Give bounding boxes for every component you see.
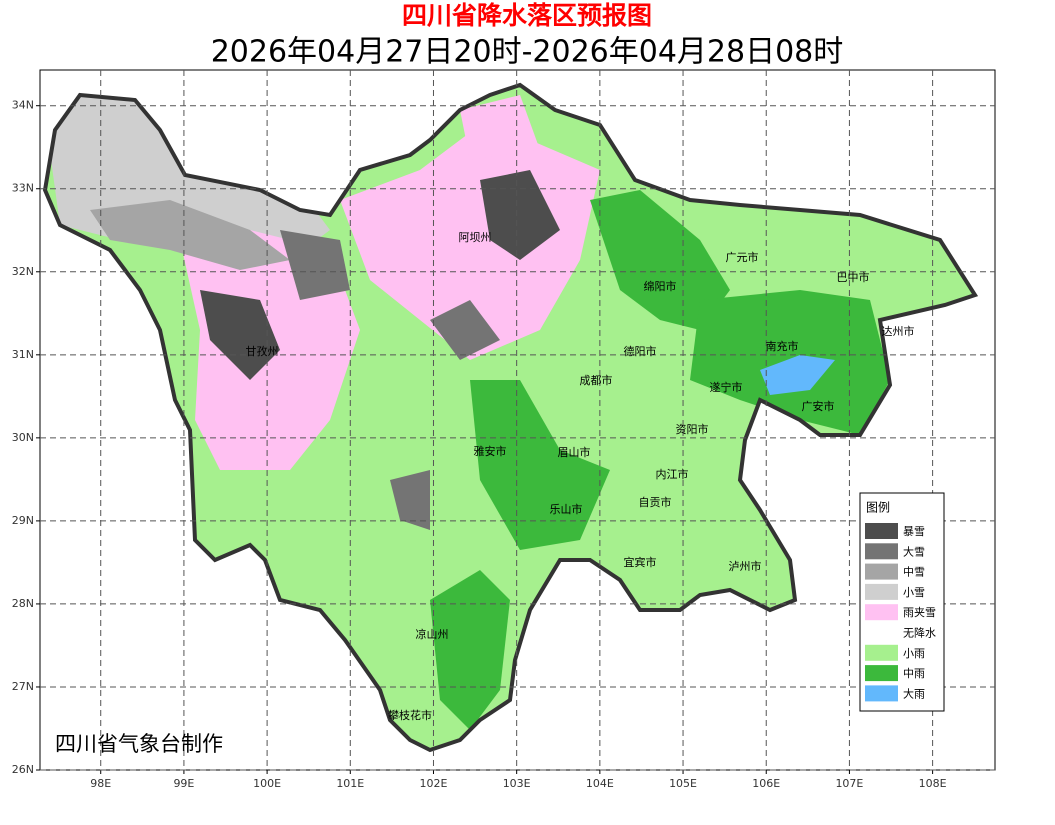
legend-label: 小雨	[903, 647, 925, 660]
legend-swatch	[865, 604, 898, 621]
area-sleet	[340, 110, 600, 360]
legend-label: 大雪	[903, 544, 925, 558]
legend-label: 中雪	[903, 566, 925, 579]
legend-swatch	[865, 583, 898, 600]
legend-label: 中雨	[903, 667, 925, 680]
legend-swatch	[865, 523, 898, 539]
x-tick-label: 108E	[919, 777, 947, 790]
area-heavy-snow	[480, 170, 560, 260]
graticule: 98E 99E 100E 101E 102E 103E 104E 105E 106E 107E 10…	[12, 70, 995, 790]
x-tick-label: 100E	[253, 777, 281, 790]
legend-title: 图例	[866, 501, 890, 515]
x-tick-label: 98E	[90, 777, 111, 790]
y-tick-label: 33N	[12, 182, 34, 195]
city-label: 眉山市	[558, 445, 591, 459]
city-label: 阿坝州	[459, 230, 492, 244]
y-tick-label: 31N	[12, 348, 34, 361]
city-label: 宜宾市	[624, 555, 657, 569]
area-sleet	[460, 95, 540, 160]
city-label: 资阳市	[676, 422, 709, 436]
city-label: 内江市	[656, 467, 689, 481]
city-label: 攀枝花市	[388, 708, 432, 722]
area-moderate-rain	[590, 190, 730, 330]
city-label: 泸州市	[729, 559, 762, 573]
x-tick-label: 105E	[669, 777, 697, 790]
area-snow	[280, 230, 350, 300]
legend-swatch	[865, 685, 898, 702]
city-label: 德阳市	[624, 344, 657, 358]
city-label: 南充市	[766, 339, 799, 353]
city-label: 广安市	[802, 399, 835, 413]
city-label: 绵阳市	[644, 279, 677, 293]
legend-swatch	[865, 563, 898, 580]
city-label: 雅安市	[474, 444, 507, 458]
area-moderate-snow	[90, 200, 290, 270]
city-label: 凉山州	[416, 627, 449, 641]
y-tick-label: 30N	[12, 431, 34, 444]
x-tick-label: 106E	[752, 777, 780, 790]
legend-label: 大雨	[903, 686, 925, 700]
city-label: 遂宁市	[710, 380, 743, 394]
area-heavy-snow	[200, 290, 280, 380]
credit: 四川省气象台制作	[55, 732, 223, 756]
y-tick-label: 27N	[12, 680, 34, 693]
legend-label: 暴雪	[903, 525, 925, 538]
y-tick-label: 29N	[12, 514, 34, 527]
y-tick-label: 26N	[12, 763, 34, 776]
legend-swatch	[865, 665, 898, 682]
area-snow	[430, 300, 500, 360]
area-heavy-rain	[760, 355, 835, 395]
x-tick-label: 107E	[835, 777, 863, 790]
area-moderate-rain	[470, 380, 610, 550]
legend-label: 雨夹雪	[903, 606, 936, 619]
legend-swatch	[865, 624, 898, 641]
y-tick-label: 28N	[12, 597, 34, 610]
city-label: 达州市	[882, 324, 915, 338]
x-tick-label: 104E	[586, 777, 614, 790]
city-label: 广元市	[726, 250, 759, 264]
x-tick-label: 101E	[336, 777, 364, 790]
x-tick-label: 102E	[420, 777, 448, 790]
city-label: 成都市	[580, 373, 613, 387]
city-label: 巴中市	[837, 270, 870, 284]
y-tick-label: 32N	[12, 265, 34, 278]
city-label: 甘孜州	[246, 344, 279, 358]
legend-swatch	[865, 543, 898, 560]
legend-swatch	[865, 644, 898, 661]
area-moderate-rain	[430, 570, 510, 730]
x-tick-label: 99E	[173, 777, 194, 790]
x-tick-label: 103E	[503, 777, 531, 790]
area-snow	[390, 470, 430, 530]
legend-label: 小雪	[903, 586, 925, 599]
y-tick-label: 34N	[12, 99, 34, 112]
city-label: 自贡市	[639, 495, 672, 509]
subtitle: 2026年04月27日20时-2026年04月28日08时	[211, 35, 844, 70]
title: 四川省降水落区预报图	[402, 1, 652, 30]
city-label: 乐山市	[550, 502, 583, 516]
legend-label: 无降水	[903, 626, 936, 640]
